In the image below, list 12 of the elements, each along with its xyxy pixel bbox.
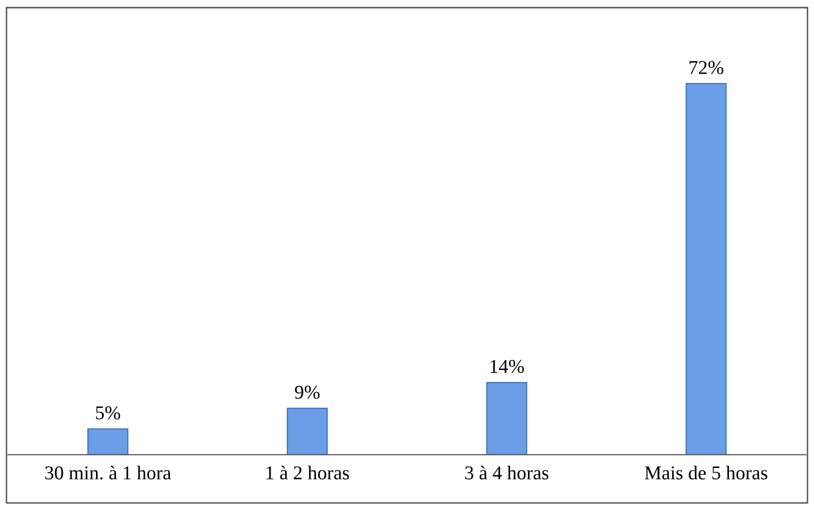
- x-tick-label: 1 à 2 horas: [266, 466, 349, 480]
- bar: [286, 408, 328, 455]
- x-tick-label: 30 min. à 1 hora: [45, 466, 172, 480]
- data-label: 9%: [294, 386, 320, 399]
- x-tick-label: Mais de 5 horas: [644, 466, 768, 480]
- bar: [87, 428, 128, 455]
- bar: [686, 83, 727, 455]
- data-label: 72%: [690, 60, 724, 74]
- data-label: 14%: [490, 360, 524, 374]
- x-tick-label: 3 à 4 horas: [465, 466, 548, 480]
- data-label: 5%: [96, 406, 120, 420]
- bar: [486, 382, 528, 455]
